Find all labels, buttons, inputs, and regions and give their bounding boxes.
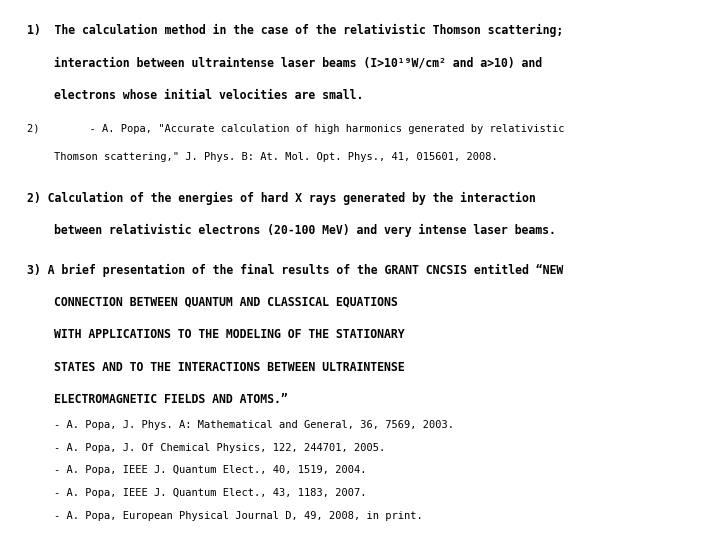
- Text: - A. Popa, J. Phys. A: Mathematical and General, 36, 7569, 2003.: - A. Popa, J. Phys. A: Mathematical and …: [54, 420, 454, 430]
- Text: STATES AND TO THE INTERACTIONS BETWEEN ULTRAINTENSE: STATES AND TO THE INTERACTIONS BETWEEN U…: [54, 361, 405, 374]
- Text: WITH APPLICATIONS TO THE MODELING OF THE STATIONARY: WITH APPLICATIONS TO THE MODELING OF THE…: [54, 328, 405, 341]
- Text: CONNECTION BETWEEN QUANTUM AND CLASSICAL EQUATIONS: CONNECTION BETWEEN QUANTUM AND CLASSICAL…: [54, 296, 397, 309]
- Text: - A. Popa, IEEE J. Quantum Elect., 43, 1183, 2007.: - A. Popa, IEEE J. Quantum Elect., 43, 1…: [54, 488, 366, 498]
- Text: - A. Popa, J. Of Chemical Physics, 122, 244701, 2005.: - A. Popa, J. Of Chemical Physics, 122, …: [54, 443, 385, 453]
- Text: 2) Calculation of the energies of hard X rays generated by the interaction: 2) Calculation of the energies of hard X…: [27, 192, 536, 205]
- Text: electrons whose initial velocities are small.: electrons whose initial velocities are s…: [54, 89, 364, 102]
- Text: - A. Popa, European Physical Journal D, 49, 2008, in print.: - A. Popa, European Physical Journal D, …: [54, 511, 423, 521]
- Text: interaction between ultraintense laser beams (I>10¹⁹W/cm² and a>10) and: interaction between ultraintense laser b…: [54, 57, 542, 70]
- Text: between relativistic electrons (20-100 MeV) and very intense laser beams.: between relativistic electrons (20-100 M…: [54, 224, 556, 237]
- Text: 2)        - A. Popa, "Accurate calculation of high harmonics generated by relati: 2) - A. Popa, "Accurate calculation of h…: [27, 124, 565, 134]
- Text: ELECTROMAGNETIC FIELDS AND ATOMS.”: ELECTROMAGNETIC FIELDS AND ATOMS.”: [54, 393, 288, 406]
- Text: 1)  The calculation method in the case of the relativistic Thomson scattering;: 1) The calculation method in the case of…: [27, 24, 564, 37]
- Text: 3) A brief presentation of the final results of the GRANT CNCSIS entitled “NEW: 3) A brief presentation of the final res…: [27, 264, 564, 276]
- Text: - A. Popa, IEEE J. Quantum Elect., 40, 1519, 2004.: - A. Popa, IEEE J. Quantum Elect., 40, 1…: [54, 465, 366, 476]
- Text: Thomson scattering," J. Phys. B: At. Mol. Opt. Phys., 41, 015601, 2008.: Thomson scattering," J. Phys. B: At. Mol…: [54, 152, 498, 163]
